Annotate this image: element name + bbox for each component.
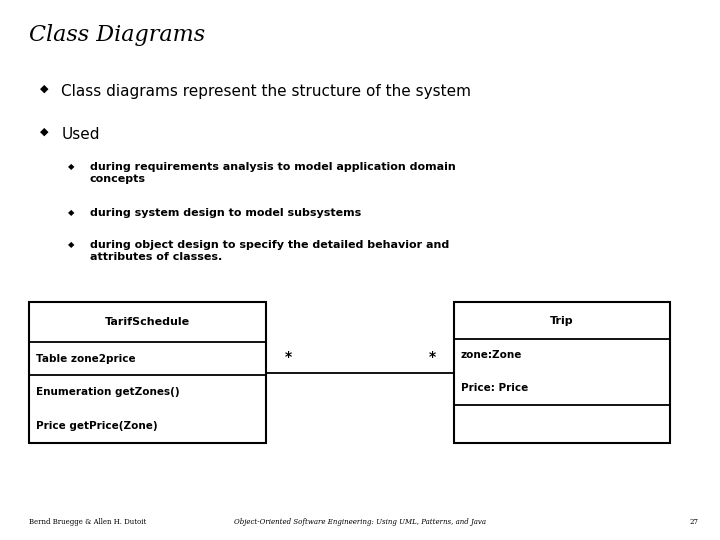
Text: Class Diagrams: Class Diagrams <box>29 24 205 46</box>
Text: TarifSchedule: TarifSchedule <box>105 317 190 327</box>
Text: Bernd Bruegge & Allen H. Dutoit: Bernd Bruegge & Allen H. Dutoit <box>29 518 146 526</box>
Text: Table zone2price: Table zone2price <box>36 354 135 363</box>
Text: during system design to model subsystems: during system design to model subsystems <box>90 208 361 218</box>
Text: Price getPrice(Zone): Price getPrice(Zone) <box>36 421 158 431</box>
Text: *: * <box>428 350 436 365</box>
Text: Price: Price: Price: Price <box>461 383 528 394</box>
Text: 27: 27 <box>690 518 698 526</box>
Text: during object design to specify the detailed behavior and
attributes of classes.: during object design to specify the deta… <box>90 240 449 262</box>
Text: Class diagrams represent the structure of the system: Class diagrams represent the structure o… <box>61 84 471 99</box>
Bar <box>454 302 670 443</box>
Text: ◆: ◆ <box>40 84 48 94</box>
Text: zone:Zone: zone:Zone <box>461 350 522 360</box>
Text: ◆: ◆ <box>68 240 75 249</box>
Text: Object-Oriented Software Engineering: Using UML, Patterns, and Java: Object-Oriented Software Engineering: Us… <box>234 518 486 526</box>
Text: ◆: ◆ <box>68 208 75 217</box>
Text: *: * <box>284 350 292 365</box>
Text: Trip: Trip <box>550 316 573 326</box>
Text: ◆: ◆ <box>40 127 48 137</box>
Text: during requirements analysis to model application domain
concepts: during requirements analysis to model ap… <box>90 162 456 184</box>
Text: Enumeration getZones(): Enumeration getZones() <box>36 387 179 397</box>
Text: Used: Used <box>61 127 99 142</box>
Text: ◆: ◆ <box>68 162 75 171</box>
Bar <box>29 302 266 443</box>
